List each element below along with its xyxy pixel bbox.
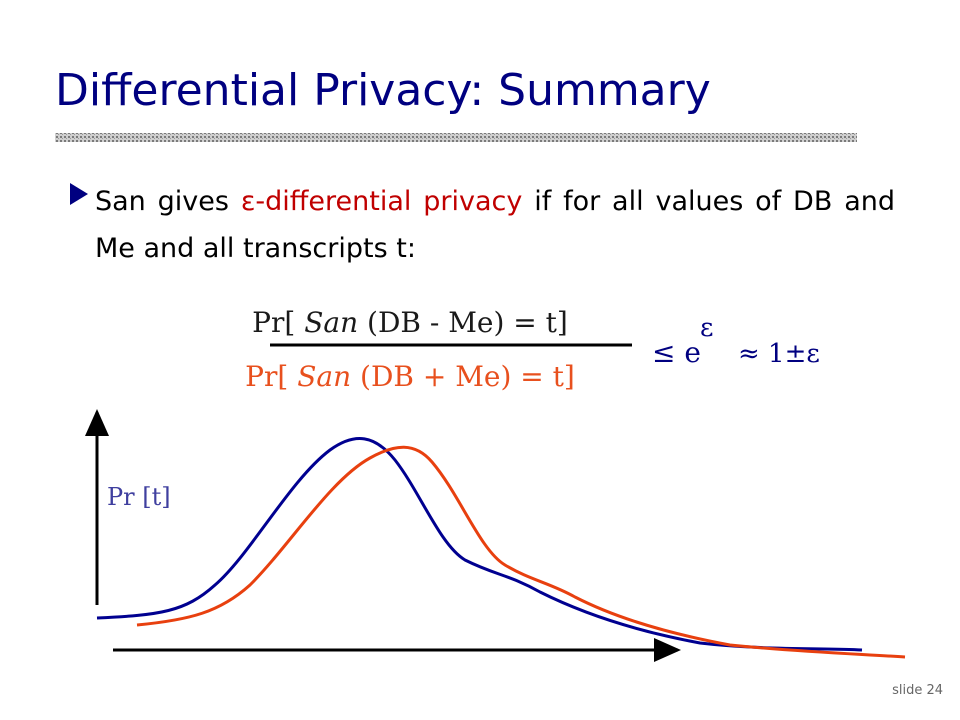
- curve-plus: [136, 445, 906, 659]
- denominator-mechanism: San: [297, 360, 351, 393]
- title-rule: [55, 133, 857, 142]
- y-axis-label: Pr [t]: [107, 483, 171, 511]
- exponent: ε: [700, 313, 713, 343]
- bullet-part: if for all values of DB and Me and all t…: [95, 186, 895, 264]
- numerator: Pr[ San (DB - Me) = t]: [252, 306, 568, 339]
- slide-title: Differential Privacy: Summary: [55, 65, 711, 116]
- bullet-marker: [70, 183, 88, 205]
- curve-minus: [96, 437, 863, 652]
- numerator-prefix: Pr[: [252, 306, 295, 339]
- denominator-prefix: Pr[: [245, 360, 288, 393]
- bullet-part: San gives: [95, 186, 241, 217]
- numerator-mechanism: San: [304, 306, 358, 339]
- slide-number: slide 24: [892, 683, 943, 698]
- approximation: ≈ 1±ε: [738, 339, 820, 369]
- denominator-rest: (DB + Me) = t]: [360, 360, 575, 393]
- bullet-text: San gives ε-differential privacy if for …: [95, 178, 895, 272]
- bound: ≤ e: [652, 336, 701, 369]
- bullet-highlight: ε-differential privacy: [240, 186, 523, 217]
- denominator: Pr[ San (DB + Me) = t]: [245, 360, 575, 393]
- numerator-rest: (DB - Me) = t]: [367, 306, 568, 339]
